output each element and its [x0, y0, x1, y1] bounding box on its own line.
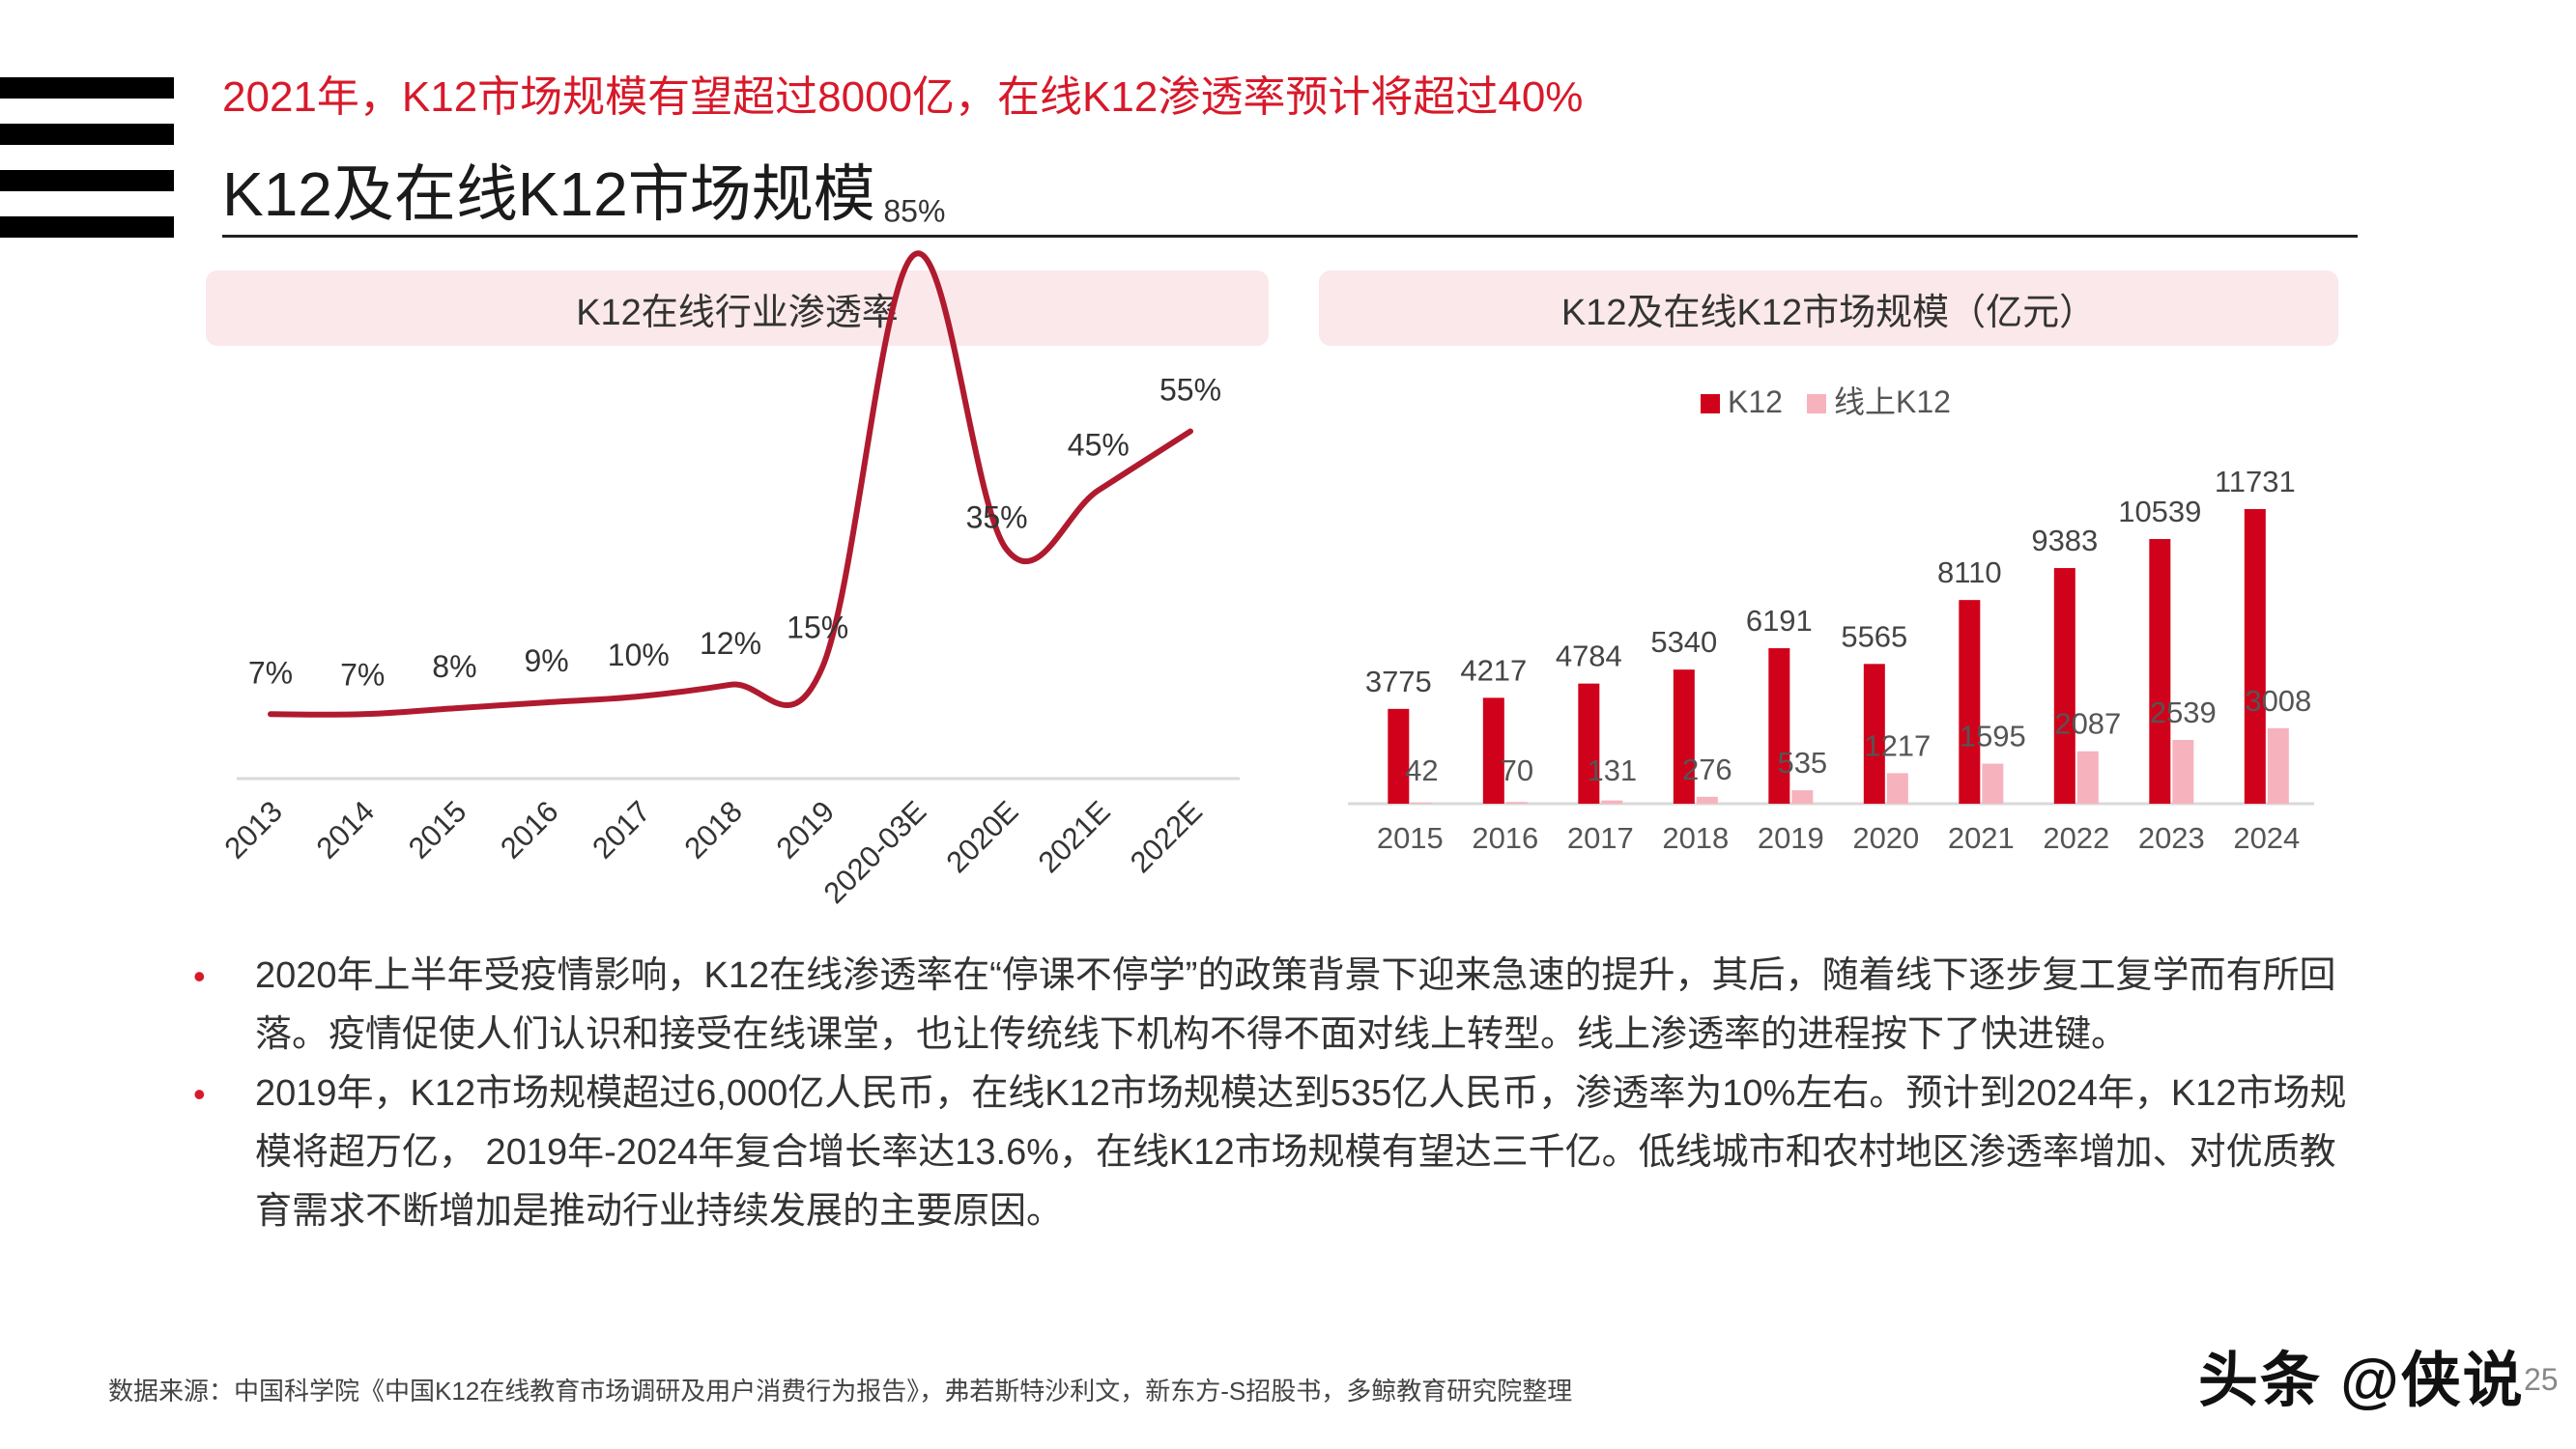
- market-size-chart-header: K12及在线K12市场规模（亿元）: [1319, 270, 2338, 346]
- x-tick-label: 2020-03E: [817, 794, 933, 910]
- bar-online-k12: [1982, 763, 2004, 804]
- bullet-marker: •: [193, 956, 206, 996]
- data-label-k12: 5565: [1841, 619, 1907, 653]
- data-label-k12: 6191: [1746, 604, 1813, 638]
- slide-subtitle: 2021年，K12市场规模有望超过8000亿，在线K12渗透率预计将超过40%: [222, 73, 1584, 121]
- bar-k12: [1578, 683, 1600, 804]
- data-label-online-k12: 70: [1501, 753, 1533, 787]
- bar-k12: [1863, 664, 1885, 804]
- data-label: 55%: [1159, 373, 1221, 408]
- data-label-online-k12: 2539: [2150, 696, 2217, 729]
- data-label: 10%: [608, 638, 670, 672]
- title-divider: [222, 235, 2358, 238]
- watermark: 头条 @侠说: [2198, 1348, 2525, 1414]
- data-label-k12: 8110: [1937, 555, 2002, 589]
- x-tick-label: 2014: [310, 794, 382, 866]
- bullet-text: 2019年，K12市场规模超过6,000亿人民币，在线K12市场规模达到535亿…: [255, 1073, 2347, 1232]
- x-tick-label: 2021: [1948, 821, 2015, 855]
- x-tick-label: 2022: [2043, 821, 2109, 855]
- data-label: 35%: [966, 500, 1028, 535]
- x-tick-label: 2015: [402, 794, 473, 866]
- bar-k12: [2053, 568, 2075, 804]
- data-label-k12: 9383: [2031, 524, 2098, 557]
- bar-online-k12: [1505, 802, 1528, 804]
- bar-k12: [1482, 697, 1504, 804]
- data-label: 9%: [524, 643, 568, 678]
- data-label-k12: 11731: [2215, 465, 2296, 498]
- bullet-item: • 2020年上半年受疫情影响，K12在线渗透率在“停课不停学”的政策背景下迎来…: [193, 947, 2367, 1065]
- x-tick-label: 2019: [1758, 821, 1824, 855]
- bullet-text: 2020年上半年受疫情影响，K12在线渗透率在“停课不停学”的政策背景下迎来急速…: [255, 955, 2336, 1055]
- bullet-item: • 2019年，K12市场规模超过6,000亿人民币，在线K12市场规模达到53…: [193, 1065, 2367, 1241]
- data-label: 12%: [700, 626, 761, 661]
- slide-title: K12及在线K12市场规模: [222, 159, 875, 229]
- data-label-online-k12: 2087: [2054, 707, 2121, 741]
- data-source-note: 数据来源：中国科学院《中国K12在线教育市场调研及用户消费行为报告》，弗若斯特沙…: [108, 1377, 1573, 1406]
- bar-online-k12: [1886, 773, 1908, 804]
- x-tick-label: 2021E: [1032, 794, 1117, 879]
- legend-swatch-online-k12: [1807, 394, 1826, 413]
- bar-online-k12: [1791, 790, 1814, 804]
- bar-online-k12: [2267, 727, 2289, 804]
- penetration-series-line: [268, 250, 1193, 718]
- data-label: 15%: [787, 611, 848, 645]
- data-label-k12: 4217: [1460, 653, 1527, 687]
- data-label-online-k12: 131: [1587, 753, 1637, 787]
- data-label: 45%: [1068, 428, 1130, 463]
- bullet-list: • 2020年上半年受疫情影响，K12在线渗透率在“停课不停学”的政策背景下迎来…: [193, 947, 2367, 1241]
- bar-online-k12: [1601, 800, 1623, 804]
- legend-label-online-k12: 线上K12: [1834, 384, 1951, 419]
- x-tick-label: 2020E: [939, 794, 1024, 879]
- x-tick-label: 2017: [586, 794, 657, 866]
- data-label-online-k12: 1595: [1960, 720, 2026, 753]
- bar-online-k12: [2076, 751, 2099, 804]
- x-tick-label: 2018: [677, 794, 749, 866]
- bar-k12: [2149, 538, 2171, 804]
- market-size-bar-chart: K12 线上K12 3775 42 2015 4217 70 2016 4784 131 2017 5…: [1348, 384, 2314, 855]
- x-tick-label: 2016: [1472, 821, 1538, 855]
- x-tick-label: 2019: [770, 794, 842, 866]
- data-label: 7%: [340, 657, 385, 692]
- bar-k12: [1768, 648, 1790, 804]
- x-tick-label: 2022E: [1124, 794, 1209, 879]
- data-label: 85%: [883, 194, 945, 229]
- x-tick-label: 2024: [2233, 821, 2300, 855]
- x-tick-label: 2020: [1852, 821, 1919, 855]
- bar-online-k12: [1411, 802, 1433, 804]
- x-tick-label: 2017: [1567, 821, 1634, 855]
- x-tick-label: 2023: [2138, 821, 2205, 855]
- bar-k12: [1959, 600, 1981, 804]
- x-tick-label: 2018: [1662, 821, 1729, 855]
- data-label-online-k12: 276: [1682, 753, 1732, 786]
- penetration-chart-header: K12在线行业渗透率: [206, 270, 1269, 346]
- data-label-k12: 3775: [1365, 665, 1432, 698]
- bar-online-k12: [1696, 796, 1718, 804]
- data-label-k12: 10539: [2118, 495, 2201, 528]
- x-tick-label: 2013: [217, 794, 289, 866]
- page-number: 25: [2524, 1362, 2559, 1397]
- bar-k12: [1673, 669, 1695, 804]
- bar-k12: [1388, 708, 1410, 804]
- legend-label-k12: K12: [1728, 384, 1783, 419]
- bar-k12: [2244, 509, 2266, 804]
- penetration-line-chart: 7% 7% 8% 9% 10% 12% 15% 85% 35% 45% 55% 2013 2014 201…: [217, 194, 1240, 910]
- bar-online-k12: [2172, 739, 2194, 804]
- data-label-online-k12: 1217: [1864, 728, 1931, 762]
- bullet-marker: •: [193, 1074, 206, 1114]
- data-label-k12: 4784: [1556, 639, 1622, 673]
- data-label: 7%: [248, 655, 293, 690]
- x-tick-label: 2016: [494, 794, 565, 866]
- legend-swatch-k12: [1701, 394, 1720, 413]
- data-label-online-k12: 42: [1405, 753, 1438, 787]
- data-label-k12: 5340: [1650, 625, 1717, 659]
- data-label: 8%: [432, 649, 476, 684]
- data-label-online-k12: 3008: [2245, 684, 2311, 718]
- decorative-stripes: [0, 77, 174, 263]
- data-label-online-k12: 535: [1777, 746, 1827, 780]
- x-tick-label: 2015: [1377, 821, 1444, 855]
